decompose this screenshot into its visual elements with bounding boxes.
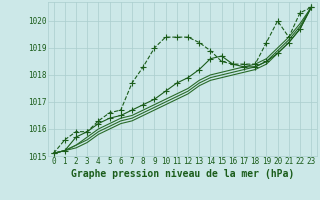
X-axis label: Graphe pression niveau de la mer (hPa): Graphe pression niveau de la mer (hPa): [71, 169, 294, 179]
